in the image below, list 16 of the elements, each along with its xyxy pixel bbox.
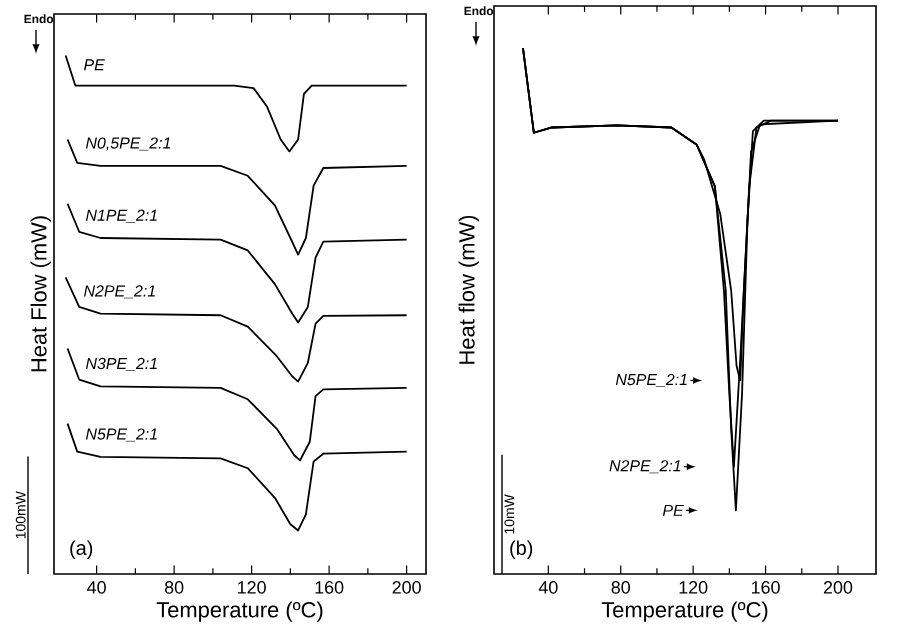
annotation: (a) <box>70 540 93 559</box>
x-tick-label: 40 <box>538 581 558 594</box>
x-tick-label: 160 <box>315 581 344 594</box>
x-tick-label: 40 <box>87 581 106 594</box>
x-tick-label: 120 <box>238 581 266 594</box>
x-tick-label: 120 <box>679 581 708 594</box>
annotation: (b) <box>510 540 533 559</box>
x-axis-title: Temperature (ºC) <box>601 601 768 622</box>
x-tick-label: 200 <box>823 581 853 594</box>
x-tick-label: 200 <box>392 581 421 594</box>
x-tick-label: 160 <box>751 581 780 594</box>
y-axis-title: Heat Flow (mW) <box>30 216 51 372</box>
y-axis-title: Heat flow (mW) <box>458 215 479 364</box>
x-tick-label: 80 <box>611 581 631 594</box>
x-axis-title: Temperature (ºC) <box>156 601 323 622</box>
x-tick-label: 80 <box>164 581 184 594</box>
